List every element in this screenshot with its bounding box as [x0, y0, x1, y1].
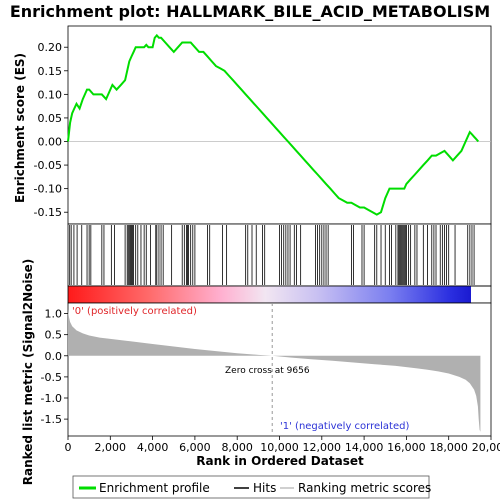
zero-cross-label: Zero cross at 9656: [225, 366, 310, 376]
hits-group: [69, 225, 475, 285]
chart-title: Enrichment plot: HALLMARK_BILE_ACID_META…: [10, 2, 490, 21]
metric-xtick-label: 4,000: [137, 441, 169, 454]
metric-xtick-label: 16,000: [387, 441, 426, 454]
metric-xtick-label: 14,000: [345, 441, 384, 454]
legend-hits-label: Hits: [253, 481, 276, 495]
es-yaxis: 0.20 0.15 0.10 0.05 0.00 -0.05 -0.10 -0.15: [34, 41, 68, 219]
metric-xaxis: 0 2,000 4,000 6,000 8,000 10,000 12,000 14,000 1…: [65, 436, 500, 454]
metric-xtick-label: 2,000: [95, 441, 127, 454]
metric-ytick-label: 0.5: [45, 329, 63, 342]
metric-xtick-label: 12,000: [303, 441, 342, 454]
enrichment-profile-line: [67, 33, 480, 216]
es-ytick-label: 0.00: [38, 136, 63, 149]
metric-yaxis: 1.0 0.5 0.0 -0.5 -1.0 -1.5: [41, 308, 68, 426]
metric-ytick-label: -1.5: [41, 413, 62, 426]
metric-xtick-label: 0: [65, 441, 72, 454]
es-ytick-label: -0.15: [34, 206, 62, 219]
es-panel-frame: [67, 25, 492, 225]
metric-ytick-label: 1.0: [45, 308, 63, 321]
es-ytick-label: 0.20: [38, 41, 63, 54]
metric-xtick-label: 10,000: [260, 441, 299, 454]
es-ytick-label: 0.15: [38, 65, 63, 78]
metric-xtick-label: 6,000: [179, 441, 211, 454]
metric-xtick-label: 20,000: [472, 441, 500, 454]
rank-color-bar: [68, 286, 471, 303]
es-ytick-label: 0.10: [38, 88, 63, 101]
metric-xlabel: Rank in Ordered Dataset: [196, 454, 364, 468]
es-ylabel: Enrichment score (ES): [13, 53, 27, 203]
metric-xtick-label: 8,000: [221, 441, 253, 454]
legend-profile-label: Enrichment profile: [99, 481, 210, 495]
negative-correlation-label: '1' (negatively correlated): [280, 421, 409, 432]
metric-ytick-label: -0.5: [41, 371, 62, 384]
metric-panel-frame: [67, 302, 492, 437]
metric-ytick-label: -1.0: [41, 392, 62, 405]
legend-box: [72, 475, 430, 499]
es-ytick-label: 0.05: [38, 112, 63, 125]
es-ytick-label: -0.10: [34, 183, 62, 196]
es-ytick-label: -0.05: [34, 159, 62, 172]
metric-ytick-label: 0.0: [45, 350, 63, 363]
metric-xtick-label: 18,000: [429, 441, 468, 454]
legend-metric-label: Ranking metric scores: [298, 481, 431, 495]
positive-correlation-label: '0' (positively correlated): [72, 306, 197, 317]
metric-ylabel: Ranked list metric (Signal2Noise): [21, 259, 35, 486]
